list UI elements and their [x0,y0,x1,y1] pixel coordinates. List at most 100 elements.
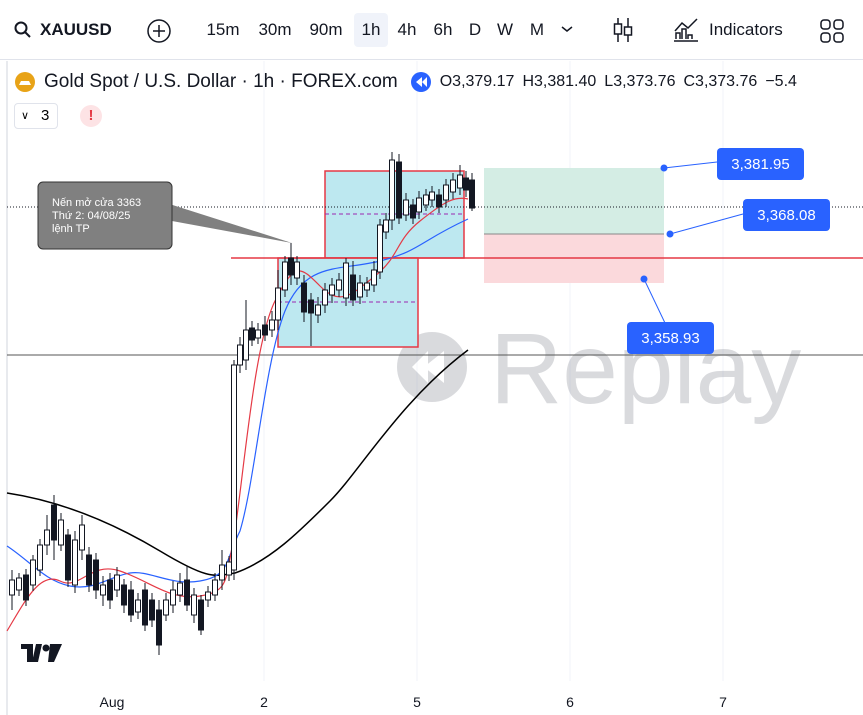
candle [16,577,22,591]
interval[interactable]: M [529,20,545,39]
candle [469,179,475,209]
candle [403,199,409,216]
annotation [37,181,292,250]
legend: Gold Spot / U.S. Dollar · 1h · FOREX.com… [14,70,805,94]
candle [282,261,288,291]
price-label-box [627,322,714,354]
time-label: 2 [260,694,268,710]
chart-type[interactable] [610,16,636,44]
candle [205,591,211,601]
candle [301,282,307,313]
interval[interactable]: 6h [433,20,453,39]
candle [329,284,335,296]
price-label-box [743,199,830,231]
time-label: 6 [566,694,574,710]
ohlc-value: H3,381.40 [522,73,597,90]
ohlc: O3,379.17 H3,381.40 L3,373.76 C3,373.76 −5.4 [440,73,805,91]
candle [86,554,92,586]
candle [93,559,99,591]
price-label: 3,368.08 [757,207,815,224]
add-symbol[interactable] [146,18,172,44]
candle [243,329,249,361]
candle [9,579,15,596]
alert[interactable]: ! [80,105,102,127]
candle [237,344,243,366]
candle [262,324,268,336]
annotation-text: Nến mở cửa 3363 [52,197,141,209]
symbol[interactable]: XAUUSD [40,20,112,39]
profit-zone [484,168,664,234]
candle [457,174,463,189]
interval[interactable]: 90m [309,20,343,39]
candle [255,329,261,339]
candle [315,304,321,316]
candle [142,589,148,626]
candle [149,599,155,621]
candle [177,582,183,596]
candle [226,561,232,576]
candle [231,364,237,571]
candle [30,559,36,586]
interval[interactable]: 1h [354,13,388,47]
candle [170,589,176,606]
replay-icon[interactable] [410,71,432,93]
search-icon[interactable] [14,21,32,39]
candle [410,204,416,219]
layout-icon[interactable] [819,18,845,44]
candle [249,327,255,341]
candle [100,584,106,596]
interval[interactable]: 4h [397,20,417,39]
time-label: 7 [719,694,727,710]
price-label: 3,381.95 [731,156,789,173]
candle [463,177,469,191]
interval[interactable]: W [496,20,514,39]
candle [343,262,349,299]
candle [58,519,64,546]
interval[interactable]: 30m [258,20,292,39]
candles [9,152,475,655]
candle [44,529,50,546]
ma-mid [6,218,469,588]
interval-menu[interactable] [560,24,574,34]
candle [198,599,204,631]
candle [429,191,435,201]
candle [107,579,113,601]
candle [396,161,402,219]
indicators[interactable]: Indicators [709,20,783,39]
ohlc-value: L3,373.76 [604,73,676,90]
interval[interactable]: 15m [206,20,240,39]
indicator-count: 3 [41,107,50,124]
candle [371,269,377,286]
candle [219,564,225,581]
ohlc-value: C3,373.76 [683,73,758,90]
ma-long [6,349,469,576]
candle [357,282,363,298]
candle [51,504,57,541]
candle [364,282,370,291]
interval[interactable]: D [468,20,482,39]
candle [322,289,328,306]
candle [79,524,85,551]
candle [65,534,71,581]
candle [163,599,169,616]
candle [377,224,383,273]
symbol-icon [15,72,35,92]
time-label: Aug [100,694,125,710]
candle [114,574,120,591]
price-label-box [717,148,804,180]
candle [212,579,218,596]
candle [191,594,197,616]
candle [269,319,275,331]
candle [416,197,422,213]
candle [288,257,294,276]
indicator-toggle[interactable]: ∨ 3 [14,103,58,129]
candle [450,179,456,193]
candle [443,184,449,201]
candle [128,589,134,616]
indicators-icon[interactable] [672,17,700,43]
candle [350,274,356,301]
candle [294,261,300,279]
candle [23,574,29,601]
